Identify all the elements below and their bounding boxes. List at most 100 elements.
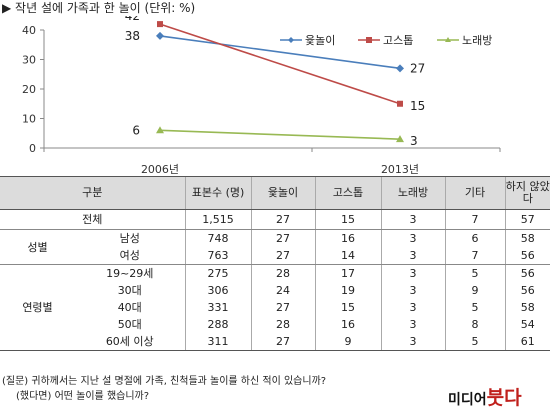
data-point <box>397 100 403 107</box>
cell-gostop: 16 <box>314 229 381 247</box>
cell-yut: 27 <box>250 209 315 230</box>
cell-gostop: 15 <box>314 299 381 316</box>
table-header-row: 구분 표본수 (명) 윷놀이 고스톱 노래방 기타 하지 않았다 <box>0 176 550 210</box>
header-none: 하지 않았다 <box>504 176 550 210</box>
cell-yut: 27 <box>250 299 315 316</box>
header-yut: 윷놀이 <box>250 176 315 210</box>
cell-none: 57 <box>504 209 550 230</box>
cell-yut: 28 <box>250 264 315 282</box>
logo-accent: 붓다 <box>486 387 522 409</box>
row-label: 남성 <box>119 232 140 245</box>
cell-gostop: 17 <box>314 264 381 282</box>
header-gostop: 고스톱 <box>314 176 381 210</box>
row-label: 30대 <box>117 284 142 297</box>
cell-none: 54 <box>504 316 550 333</box>
row-label: 19~29세 <box>106 267 154 280</box>
cell-sample: 331 <box>184 299 251 316</box>
cell-other: 8 <box>444 316 505 333</box>
chart-axes: 0 10 20 30 40 2006년 2013년 <box>22 24 501 176</box>
row-label: 60세 이상 <box>75 333 185 351</box>
cell-gostop: 15 <box>314 209 381 230</box>
data-label: 15 <box>410 99 425 113</box>
footnote-followup: (했다면) 어떤 놀이를 했습니까? <box>16 391 150 402</box>
cell-sample: 306 <box>184 282 251 299</box>
cell-gostop: 9 <box>314 333 381 351</box>
cell-none: 61 <box>504 333 550 351</box>
cell-karaoke: 3 <box>380 316 445 333</box>
cell-karaoke: 3 <box>380 333 445 351</box>
table-row: 30대 306 24 19 3 9 56 <box>0 282 550 299</box>
series-3: 63 <box>132 123 417 148</box>
cell-none: 56 <box>504 282 550 299</box>
cell-karaoke: 3 <box>380 209 445 230</box>
cell-other: 5 <box>444 264 505 282</box>
y-tick-label: 20 <box>22 83 36 96</box>
cell-sample: 1,515 <box>184 209 251 230</box>
cell-karaoke: 3 <box>380 264 445 282</box>
header-karaoke: 노래방 <box>380 176 445 210</box>
legend-label: 윷놀이 <box>305 34 335 47</box>
group-label: 연령별 <box>0 264 75 351</box>
row-label: 여성 <box>75 247 185 265</box>
cell-yut: 24 <box>250 282 315 299</box>
cell-yut: 27 <box>250 229 315 247</box>
cell-gostop: 19 <box>314 282 381 299</box>
cell-yut: 27 <box>250 333 315 351</box>
legend-label: 노래방 <box>462 34 492 47</box>
cell-none: 56 <box>504 264 550 282</box>
data-label: 38 <box>125 29 140 43</box>
legend-marker <box>288 37 294 43</box>
table-row: 60세 이상 311 27 9 3 5 61 <box>0 333 550 351</box>
y-tick-label: 10 <box>22 113 36 126</box>
y-tick-label: 30 <box>22 54 36 67</box>
data-point <box>396 135 404 143</box>
series-1: 38 27 <box>125 29 426 75</box>
series-2: 42 15 <box>125 16 426 113</box>
footnote-question: (질문) 귀하께서는 지난 설 명절에 가족, 친척들과 놀이를 하신 적이 있… <box>2 376 327 387</box>
data-point <box>156 126 164 134</box>
group-label: 성별 <box>0 229 75 265</box>
cell-other: 7 <box>444 209 505 230</box>
table-row: 연령별 19~29세 275 28 17 3 5 56 <box>0 264 550 351</box>
chart-legend: 윷놀이 고스톱 노래방 <box>280 34 492 47</box>
cell-karaoke: 3 <box>380 282 445 299</box>
cell-gostop: 14 <box>314 247 381 265</box>
x-tick-label: 2013년 <box>381 163 419 176</box>
table-row: 50대 288 28 16 3 8 54 <box>0 316 550 333</box>
x-tick-label: 2006년 <box>141 163 179 176</box>
series-line <box>159 129 401 140</box>
cell-sample: 748 <box>184 229 251 247</box>
y-tick-label: 40 <box>22 24 36 37</box>
cell-gostop: 16 <box>314 316 381 333</box>
cell-other: 9 <box>444 282 505 299</box>
chart-title: ▶ 작년 설에 가족과 한 놀이 (단위: %) <box>2 1 196 15</box>
cell-karaoke: 3 <box>380 247 445 265</box>
cell-sample: 275 <box>184 264 251 282</box>
cell-sample: 763 <box>184 247 251 265</box>
logo-text: 미디어 <box>448 392 487 408</box>
legend-marker <box>366 37 372 43</box>
data-point <box>156 31 164 40</box>
cell-other: 5 <box>444 333 505 351</box>
cell-other: 7 <box>444 247 505 265</box>
row-label: 50대 <box>117 318 142 331</box>
data-point <box>396 64 404 73</box>
table-row: 성별 남성 748 27 16 3 6 58 <box>0 229 550 265</box>
table-row: 40대 331 27 15 3 5 58 <box>0 299 550 316</box>
cell-yut: 28 <box>250 316 315 333</box>
cell-none: 58 <box>504 299 550 316</box>
data-label: 3 <box>410 134 418 148</box>
cell-other: 5 <box>444 299 505 316</box>
data-label: 42 <box>125 16 140 23</box>
cell-sample: 311 <box>184 333 251 351</box>
header-category: 구분 <box>0 176 185 210</box>
table-row-total: 전체 1,515 27 15 3 7 57 <box>0 209 550 230</box>
series-line <box>159 35 401 70</box>
row-label: 전체 <box>0 209 185 230</box>
cell-karaoke: 3 <box>380 299 445 316</box>
y-tick-label: 0 <box>29 142 36 155</box>
table-row: 여성 763 27 14 3 7 56 <box>0 247 550 265</box>
legend-label: 고스톱 <box>383 34 413 47</box>
data-label: 6 <box>132 123 140 137</box>
data-point <box>157 21 163 28</box>
